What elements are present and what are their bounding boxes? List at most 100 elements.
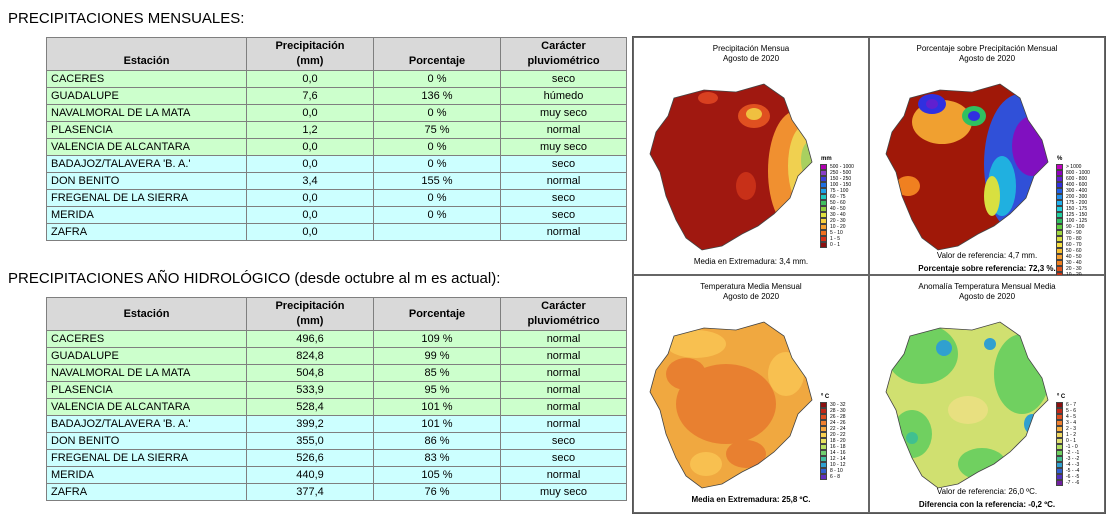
table-row: ZAFRA 377,4 76 % muy seco xyxy=(46,483,627,501)
legend-swatch xyxy=(820,432,827,438)
station-cell: CACERES xyxy=(46,330,247,348)
legend-swatch xyxy=(820,188,827,194)
precip-cell: 3,4 xyxy=(246,172,374,190)
legend-label: 5 - 10 xyxy=(830,230,843,236)
legend-label: 30 - 32 xyxy=(830,402,846,408)
legend-item: 300 - 400 xyxy=(1056,188,1100,194)
legend-swatch xyxy=(1056,260,1063,266)
legend-label: 500 - 1000 xyxy=(830,164,854,170)
legend-label: 14 - 16 xyxy=(830,450,846,456)
legend-swatch xyxy=(820,164,827,170)
legend-swatch xyxy=(1056,450,1063,456)
header-percent: Porcentaje xyxy=(373,297,501,331)
precip-cell: 824,8 xyxy=(246,347,374,365)
legend-label: 80 - 90 xyxy=(1066,230,1082,236)
precip-cell: 0,0 xyxy=(246,138,374,156)
station-cell: GUADALUPE xyxy=(46,87,247,105)
map-note: Media en Extremadura: 25,8 ºC. xyxy=(691,495,811,504)
percent-cell: 109 % xyxy=(373,330,501,348)
map-panel-percentage: Porcentaje sobre Precipitación Mensual Ag… xyxy=(869,37,1105,290)
legend-item: 175 - 200 xyxy=(1056,200,1100,206)
legend-label: 600 - 800 xyxy=(1066,176,1088,182)
legend-swatch xyxy=(1056,474,1063,480)
legend-item: 125 - 150 xyxy=(1056,212,1100,218)
character-cell: normal xyxy=(500,364,627,382)
legend-item: 75 - 100 xyxy=(820,188,864,194)
legend-swatch xyxy=(820,444,827,450)
map-note: Porcentaje sobre referencia: 72,3 %. xyxy=(918,264,1056,273)
legend-label: -7 - -6 xyxy=(1066,480,1080,486)
character-cell: normal xyxy=(500,466,627,484)
legend-item: 4 - 5 xyxy=(1056,414,1100,420)
hydro-precipitation-table: Estación Precipitación (mm) Porcentaje Ca… xyxy=(46,297,627,501)
table-row: MERIDA 0,0 0 % seco xyxy=(46,206,627,224)
legend-label: 3 - 4 xyxy=(1066,420,1077,426)
table-row: VALENCIA DE ALCANTARA 0,0 0 % muy seco xyxy=(46,138,627,156)
table-row: PLASENCIA 533,9 95 % normal xyxy=(46,381,627,399)
legend-item: 150 - 250 xyxy=(820,176,864,182)
legend-item: 6 - 7 xyxy=(1056,402,1100,408)
legend-item: 12 - 14 xyxy=(820,456,864,462)
legend-label: 26 - 28 xyxy=(830,414,846,420)
percent-cell: 101 % xyxy=(373,415,501,433)
legend-label: -1 - 0 xyxy=(1066,444,1078,450)
map-note: Valor de referencia: 4,7 mm. xyxy=(936,251,1038,260)
character-cell: normal xyxy=(500,172,627,190)
legend-swatch xyxy=(1056,408,1063,414)
table-row: FREGENAL DE LA SIERRA 526,6 83 % seco xyxy=(46,449,627,467)
legend-item: 40 - 50 xyxy=(1056,254,1100,260)
legend-label: 1 - 5 xyxy=(830,236,841,242)
legend-item: 250 - 500 xyxy=(820,170,864,176)
legend-item: 150 - 175 xyxy=(1056,206,1100,212)
legend-swatch xyxy=(1056,266,1063,272)
character-cell: húmedo xyxy=(500,87,627,105)
table-row: DON BENITO 355,0 86 % seco xyxy=(46,432,627,450)
station-cell: GUADALUPE xyxy=(46,347,247,365)
precip-cell: 528,4 xyxy=(246,398,374,416)
legend-item: 1 - 2 xyxy=(1056,432,1100,438)
precip-cell: 1,2 xyxy=(246,121,374,139)
legend-swatch xyxy=(820,212,827,218)
percent-cell: 136 % xyxy=(373,87,501,105)
legend-label: 50 - 60 xyxy=(830,200,846,206)
anomaly-map xyxy=(885,321,1049,489)
character-cell: normal xyxy=(500,398,627,416)
legend-label: 28 - 30 xyxy=(830,408,846,414)
legend-swatch xyxy=(820,200,827,206)
station-cell: VALENCIA DE ALCANTARA xyxy=(46,138,247,156)
character-cell: muy seco xyxy=(500,483,627,501)
percent-cell: 0 % xyxy=(373,138,501,156)
legend-label: -3 - -2 xyxy=(1066,456,1080,462)
table-row: BADAJOZ/TALAVERA 'B. A.' 0,0 0 % seco xyxy=(46,155,627,173)
legend-label: 60 - 75 xyxy=(830,194,846,200)
legend-label: 40 - 50 xyxy=(1066,254,1082,260)
header-character: Carácter pluviométrico xyxy=(500,37,627,71)
legend-swatch xyxy=(1056,468,1063,474)
legend-label: 30 - 40 xyxy=(1066,260,1082,266)
legend-label: 30 - 40 xyxy=(830,212,846,218)
map-title: Temperatura Media Mensual Agosto de 2020 xyxy=(700,282,802,301)
legend-swatch xyxy=(820,420,827,426)
legend-label: 250 - 500 xyxy=(830,170,852,176)
character-cell: seco xyxy=(500,206,627,224)
map-panel-anomaly: Anomalía Temperatura Mensual Media Agosto… xyxy=(869,275,1105,513)
character-cell: seco xyxy=(500,70,627,88)
legend-swatch xyxy=(1056,426,1063,432)
legend-swatch xyxy=(1056,438,1063,444)
legend-label: 24 - 26 xyxy=(830,420,846,426)
legend-swatch xyxy=(820,462,827,468)
character-cell: seco xyxy=(500,432,627,450)
header-precipitation: Precipitación (mm) xyxy=(246,297,374,331)
percent-cell: 99 % xyxy=(373,347,501,365)
legend-swatch xyxy=(820,438,827,444)
legend-swatch xyxy=(1056,420,1063,426)
legend-swatch xyxy=(820,414,827,420)
map-title: Anomalía Temperatura Mensual Media Agosto… xyxy=(918,282,1056,301)
legend-swatch xyxy=(1056,402,1063,408)
legend-label: 50 - 60 xyxy=(1066,248,1082,254)
legend-label: 60 - 70 xyxy=(1066,242,1082,248)
legend-swatch xyxy=(1056,432,1063,438)
legend-label: 20 - 30 xyxy=(830,218,846,224)
legend-label: 12 - 14 xyxy=(830,456,846,462)
legend-item: 50 - 60 xyxy=(1056,248,1100,254)
